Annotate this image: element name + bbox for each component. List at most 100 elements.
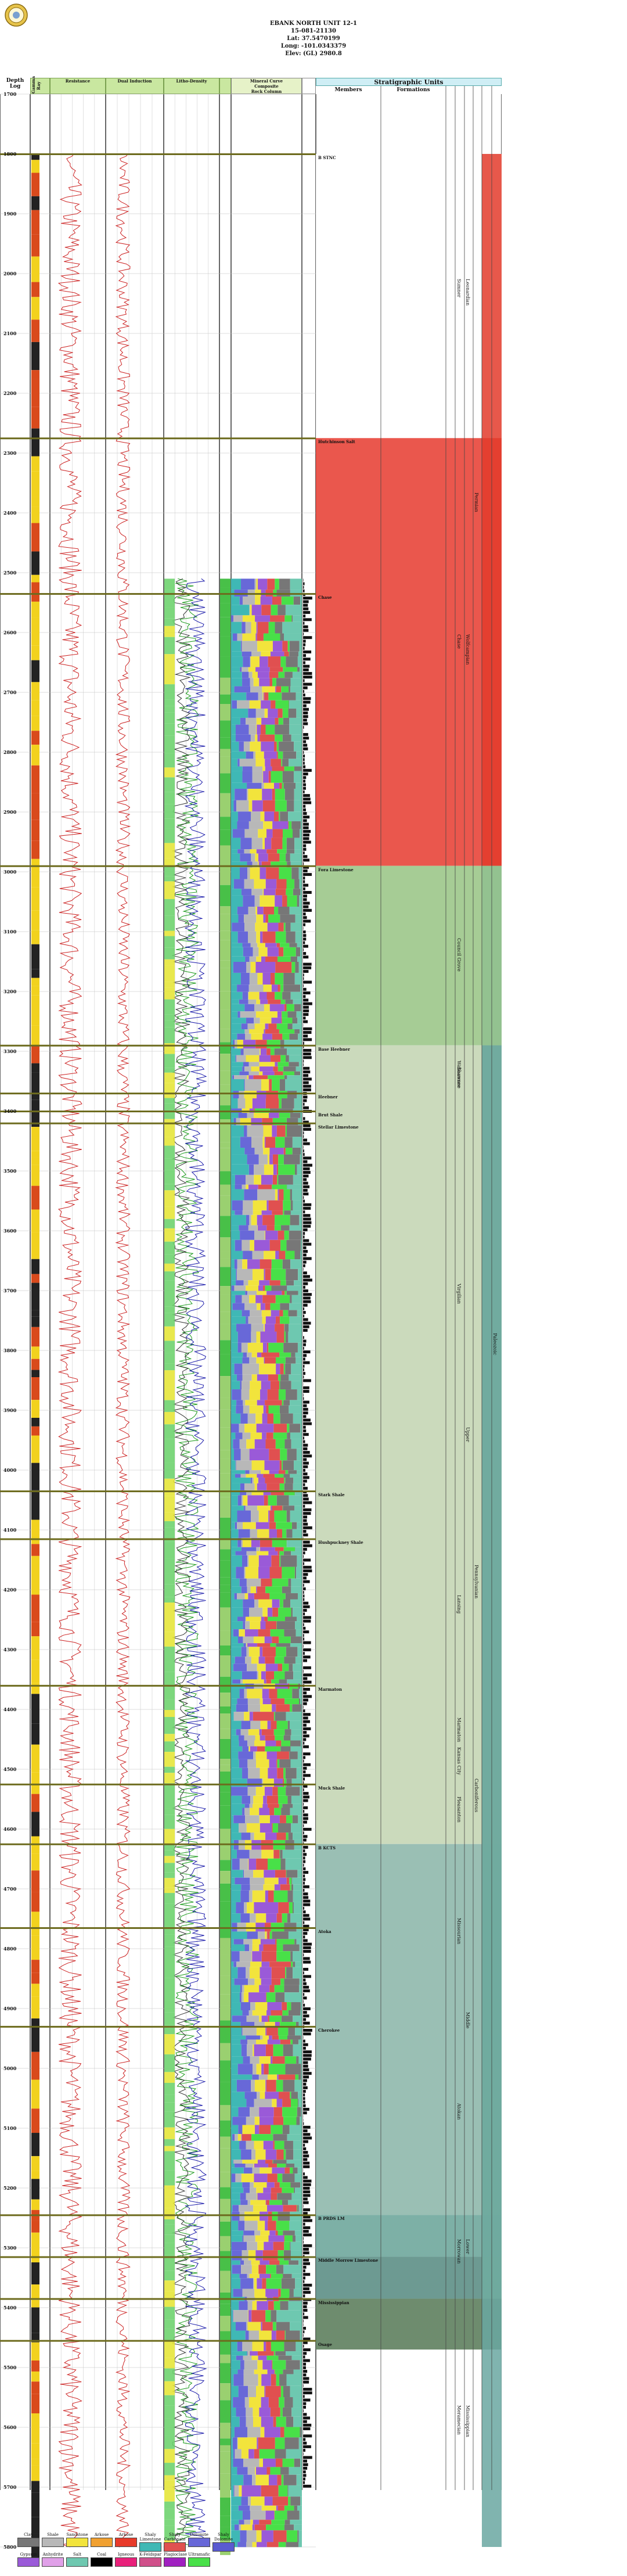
- group-label: Morrowan: [456, 2239, 462, 2264]
- gamma-fill: [31, 1744, 39, 1773]
- depth-track: [0, 94, 30, 2490]
- mineral-cell: [254, 1023, 265, 1030]
- mnemonic-cell: [220, 793, 230, 817]
- mineral-cell: [269, 2015, 282, 2022]
- mineral-cell: [239, 2524, 241, 2531]
- mineral-cell: [231, 2026, 242, 2036]
- mineral-cell: [253, 2407, 260, 2417]
- mineral-cell: [273, 1712, 275, 1721]
- mineral-cell: [231, 2193, 240, 2200]
- legend-label: Arkose: [94, 2532, 109, 2537]
- porosity-bar: [303, 1246, 307, 1249]
- mineral-cell: [259, 2056, 271, 2064]
- resistance-header: Resistance: [50, 78, 106, 94]
- mineral-cell: [265, 1269, 271, 1281]
- porosity-bar: [303, 661, 306, 664]
- mineral-cell: [261, 2322, 262, 2331]
- porosity-bar: [303, 2341, 308, 2344]
- mineral-cell: [247, 1698, 260, 1705]
- mineral-cell: [282, 2010, 289, 2016]
- mineral-cell: [232, 1923, 237, 1932]
- mineral-cell: [249, 1295, 256, 1303]
- gamma-fill: [31, 1377, 39, 1400]
- mineral-cell: [235, 1174, 246, 1185]
- litho-shade: [164, 1184, 175, 1191]
- mineral-cell: [231, 1944, 245, 1952]
- porosity-bar: [303, 2154, 309, 2158]
- mineral-cell: [265, 2385, 281, 2398]
- porosity-bar: [303, 2201, 309, 2204]
- mineral-cell: [253, 2182, 267, 2188]
- mineral-cell: [253, 1200, 267, 1211]
- mineral-cell: [287, 895, 297, 907]
- mineral-cell: [256, 2039, 268, 2045]
- mnemonic-header: [219, 78, 231, 94]
- mineral-cell: [233, 2449, 235, 2459]
- porosity-bar: [303, 1853, 307, 1856]
- mineral-cell: [238, 1636, 243, 1644]
- litho-shade: [164, 1741, 175, 1752]
- mineral-cell: [259, 2015, 262, 2022]
- mineral-cell: [237, 1698, 248, 1705]
- mineral-cell: [279, 811, 280, 821]
- well-api: 15-081-21130: [291, 28, 336, 34]
- litho-shade: [164, 2160, 175, 2171]
- mineral-cell: [286, 656, 298, 667]
- mineral-cell: [291, 1352, 296, 1357]
- mineral-cell: [232, 922, 245, 932]
- mineral-cell: [238, 1751, 254, 1759]
- mineral-cell: [242, 991, 248, 1000]
- litho-shade: [164, 2255, 175, 2271]
- mineral-cell: [287, 2510, 300, 2520]
- mineral-cell: [231, 1029, 245, 1034]
- formation-top-label: Osage: [318, 2341, 332, 2347]
- legend-swatch: [42, 2557, 64, 2567]
- mineral-cell: [231, 1599, 243, 1608]
- porosity-bar: [303, 898, 307, 901]
- mineral-cell: [231, 2221, 239, 2231]
- mineral-cell: [231, 1636, 239, 1644]
- mineral-cell: [256, 1547, 260, 1551]
- mineral-cell: [265, 2079, 266, 2092]
- mineral-cell: [258, 1599, 272, 1608]
- mineral-cell: [268, 1510, 270, 1522]
- mineral-cell: [231, 2099, 247, 2107]
- mineral-cell: [263, 1147, 270, 1155]
- mineral-cell: [276, 2149, 284, 2160]
- mineral-cell: [289, 1902, 293, 1914]
- mineral-cell: [247, 1664, 257, 1672]
- mineral-cell: [241, 2044, 247, 2057]
- mineral-cell: [286, 2351, 302, 2356]
- mineral-cell: [297, 1090, 302, 1098]
- mineral-cell: [234, 1978, 248, 1985]
- mineral-cell: [274, 1048, 287, 1055]
- mineral-cell: [239, 1858, 248, 1870]
- mineral-cell: [271, 861, 287, 868]
- mineral-cell: [280, 1381, 291, 1390]
- mineral-cell: [263, 1474, 275, 1478]
- mineral-cell: [279, 1460, 282, 1471]
- mnemonic-cell: [220, 2187, 230, 2199]
- mineral-cell: [235, 1184, 242, 1190]
- mineral-cell: [279, 1189, 284, 1201]
- porosity-bar: [303, 1188, 308, 1192]
- mineral-cell: [249, 1389, 260, 1400]
- mineral-cell: [262, 2322, 273, 2331]
- litho-shade: [164, 2418, 175, 2436]
- mineral-cell: [265, 1621, 277, 1630]
- mineral-cell: [277, 2163, 286, 2168]
- gamma-fill: [31, 210, 39, 235]
- mineral-cell: [270, 972, 275, 985]
- depth-label: 2500: [3, 570, 17, 576]
- porosity-bar: [303, 1530, 307, 1533]
- mnemonic-cell: [220, 1267, 230, 1287]
- depth-label: 5600: [3, 2424, 17, 2430]
- litho-shade: [164, 1302, 175, 1307]
- porosity-bar: [303, 2029, 312, 2032]
- mineral-cell: [280, 2407, 283, 2417]
- mineral-cell: [245, 1400, 257, 1406]
- mineral-cell: [266, 1795, 279, 1804]
- mineral-cell: [241, 579, 255, 590]
- mineral-cell: [275, 1735, 284, 1741]
- porosity-bar: [303, 1346, 304, 1350]
